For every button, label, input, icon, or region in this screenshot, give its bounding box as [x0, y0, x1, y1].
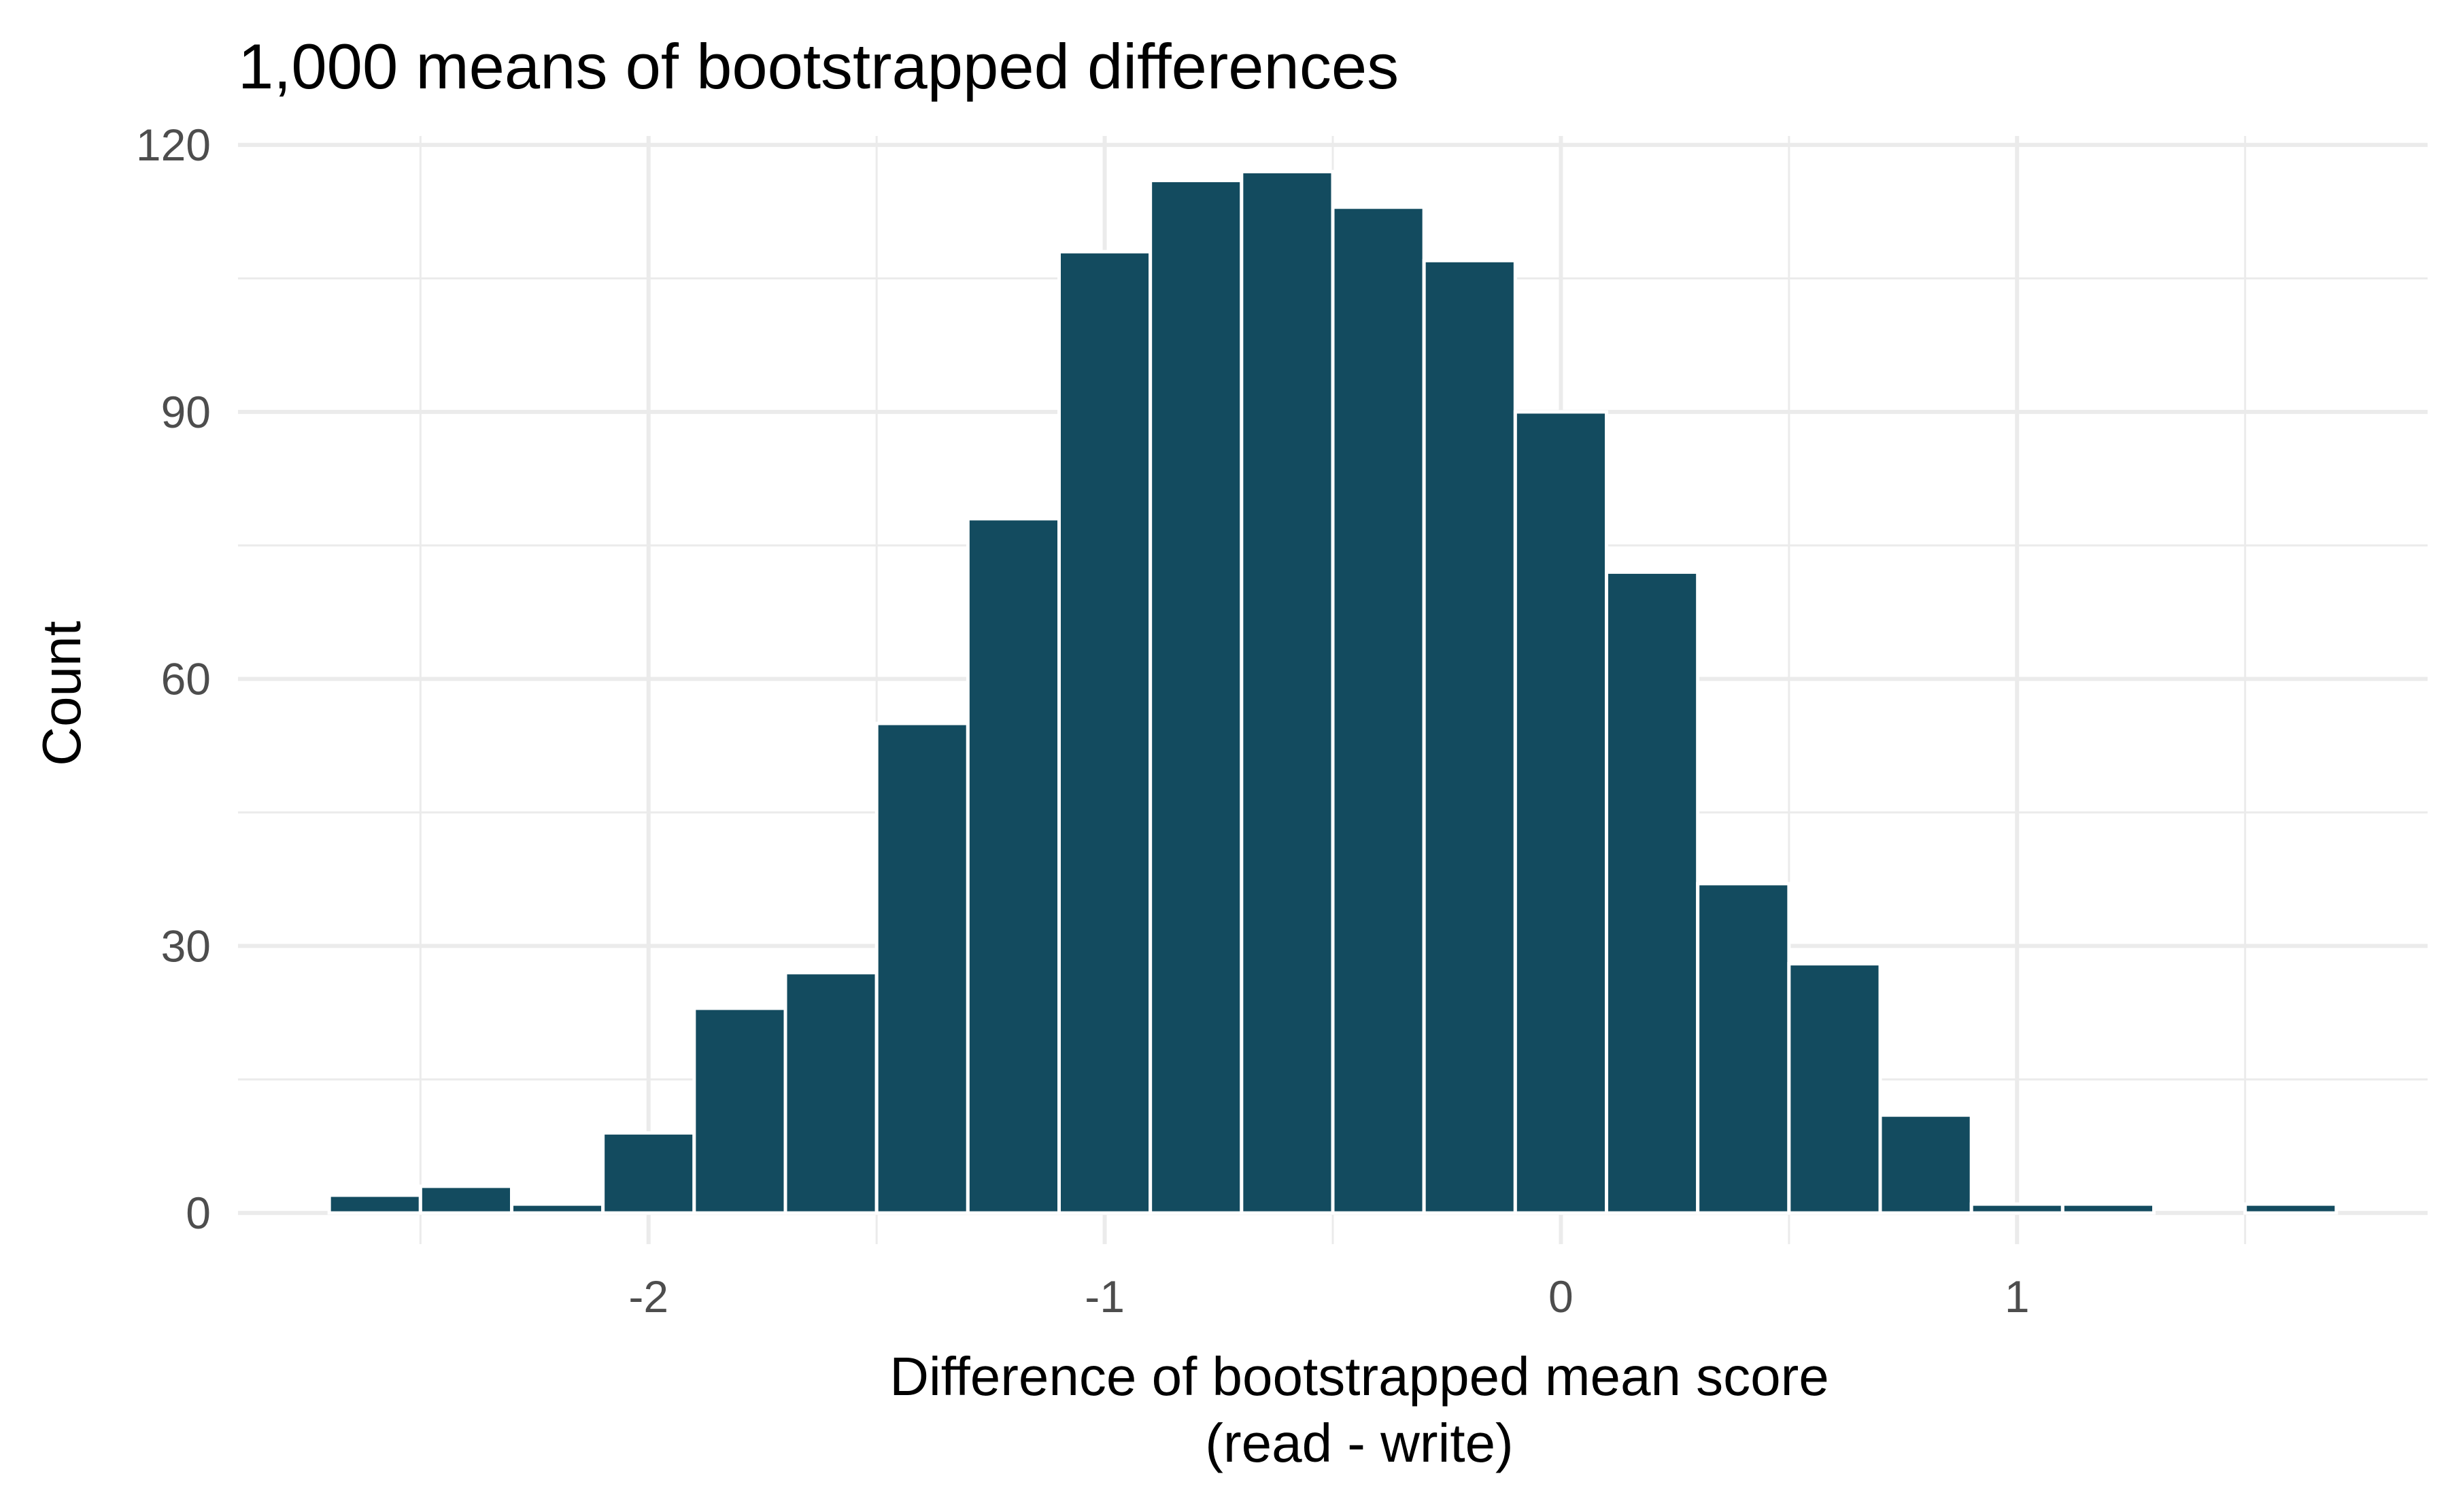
histogram-bar [783, 971, 879, 1215]
x-tick-label: 0 [1548, 1271, 1574, 1322]
x-axis-tick-labels: -2 -1 0 1 [628, 1271, 2029, 1322]
histogram-bar [1240, 169, 1335, 1215]
x-tick-label: -2 [628, 1271, 668, 1322]
histogram-bar [2243, 1202, 2339, 1215]
histogram-bar [1696, 882, 1791, 1215]
histogram-bar [2060, 1202, 2156, 1215]
histogram-bar [692, 1006, 787, 1215]
histogram-bar [1878, 1113, 1973, 1215]
histogram-bar [510, 1202, 605, 1215]
chart-title: 1,000 means of bootstrapped differences [238, 31, 1399, 102]
histogram-bars [327, 169, 2339, 1215]
histogram-bar [601, 1131, 696, 1215]
histogram-bar [1787, 962, 1882, 1215]
histogram-bar [1149, 178, 1244, 1215]
histogram-bar [1605, 570, 1700, 1215]
histogram-bar [1422, 258, 1517, 1215]
histogram-bar [1513, 410, 1608, 1215]
y-tick-label: 60 [161, 654, 211, 704]
histogram-bar [418, 1184, 513, 1215]
histogram-bar [1057, 250, 1153, 1215]
y-axis-title: Count [31, 621, 92, 766]
y-axis-tick-labels: 0 30 60 90 120 [136, 120, 211, 1238]
histogram-bar [874, 721, 970, 1215]
histogram-bar [1969, 1202, 2064, 1215]
x-axis-title-line1: Difference of bootstrapped mean score [889, 1346, 1829, 1407]
y-tick-label: 120 [136, 120, 211, 170]
x-tick-label: 1 [2005, 1271, 2030, 1322]
x-axis-title-line2: (read - write) [1205, 1413, 1513, 1473]
histogram-bar [1331, 205, 1426, 1215]
histogram-bar [966, 517, 1061, 1215]
histogram-bar [327, 1193, 422, 1215]
y-tick-label: 0 [186, 1188, 211, 1238]
y-tick-label: 90 [161, 387, 211, 437]
x-tick-label: -1 [1085, 1271, 1125, 1322]
y-tick-label: 30 [161, 921, 211, 971]
